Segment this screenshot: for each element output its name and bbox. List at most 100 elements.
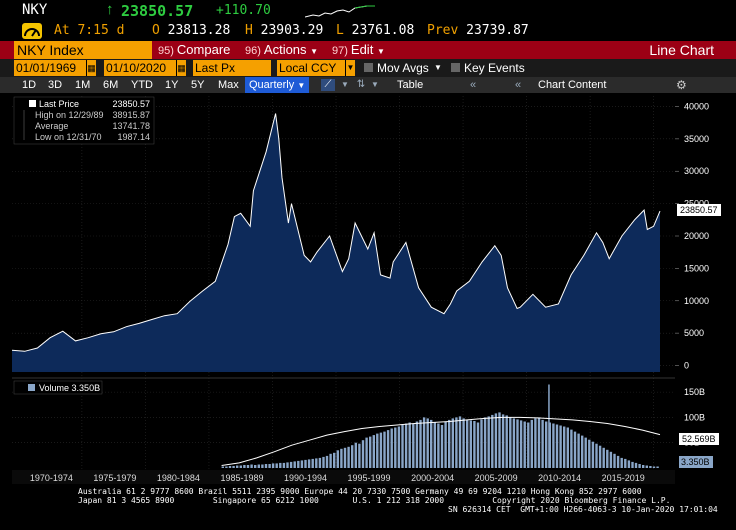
volume-bar [570,429,573,468]
price-tick-label: 30000 [684,166,709,176]
period-1y[interactable]: 1Y [165,79,179,91]
volume-bar [383,431,386,468]
currency-select[interactable]: Local CCY [277,60,345,76]
line-style-icon[interactable]: ⟋ [321,79,335,91]
gauge-icon[interactable] [22,23,42,39]
period-6m[interactable]: 6M [103,79,119,91]
quote-low: L 23761.08 [336,23,415,38]
volume-bar [534,418,537,468]
volume-bar [225,466,228,468]
volume-bar [588,439,591,468]
volume-bar [307,459,311,468]
volume-ma-tag-text: 52.569B [682,434,716,444]
volume-bar [545,421,548,468]
last-price-tag-text: 23850.57 [680,205,718,215]
period-1d[interactable]: 1D [22,79,37,91]
period-max[interactable]: Max [218,79,239,91]
last-price-swatch [29,100,36,107]
volume-bar [638,464,641,468]
actions-button[interactable]: 96) Actions ▼ [245,42,319,57]
price-legend: Last Price 23850.57 High on 12/29/89 389… [13,96,155,145]
gear-icon[interactable]: ⚙ [676,78,687,92]
volume-bar [279,462,282,468]
volume-bar [325,455,329,468]
period-1m[interactable]: 1M [75,79,91,91]
collapse-right-icon[interactable]: « [515,79,522,91]
table-button[interactable]: Table [397,79,424,91]
end-calendar-icon[interactable]: ▦ [176,60,186,76]
volume-bar [239,465,242,468]
volume-bar [289,461,293,468]
volume-bar [397,426,401,468]
compare-button[interactable]: 95) Compare [158,42,231,57]
volume-bar [358,443,361,468]
period-5y[interactable]: 5Y [191,79,205,91]
time-tick-label: 1995-1999 [347,473,390,483]
quote-open: O 23813.28 [152,23,231,38]
volume-bar [394,427,397,468]
legend-last-price-value: 23850.57 [112,99,150,109]
time-tick-label: 1980-1984 [157,473,200,483]
volume-bar [487,416,490,468]
volume-bar [541,419,544,468]
collapse-left-icon[interactable]: « [470,79,477,91]
frequency-select[interactable]: Quarterly ▼ [245,77,310,93]
mov-avgs-checkbox[interactable] [364,63,373,72]
edit-button[interactable]: 97) Edit ▼ [332,42,385,57]
footer-line-1: Australia 61 2 9777 8600 Brazil 5511 239… [78,487,642,496]
volume-bar [376,433,379,468]
volume-bar [408,422,411,468]
period-ytd[interactable]: YTD [131,79,153,91]
volume-bar [351,445,354,468]
volume-bar [555,424,559,468]
footer-line-2: Japan 81 3 4565 8900 Singapore 65 6212 1… [78,496,671,505]
volume-bar [469,420,472,468]
volume-bar [505,415,508,468]
key-events-checkbox[interactable] [451,63,460,72]
volume-bar [577,433,580,468]
volume-bar [228,466,232,468]
line-style-dropdown-icon[interactable]: ▼ [341,80,349,89]
volume-bars [221,384,661,468]
volume-bar [426,418,429,468]
volume-bar [476,422,480,468]
volume-bar [347,446,350,468]
start-calendar-icon[interactable]: ▦ [86,60,96,76]
chart-content-button[interactable]: Chart Content [538,79,607,91]
volume-spike-bar [548,384,550,468]
volume-bar [552,423,555,468]
volume-bar [581,435,584,468]
period-3d[interactable]: 3D [48,79,63,91]
volume-bar [620,457,623,468]
volume-bar [340,448,343,468]
volume-tick-label: 150B [684,387,705,397]
volume-bar [656,466,659,468]
sort-icon[interactable]: ⇅ [356,79,366,90]
volume-bar [444,421,447,468]
volume-bar [354,442,357,468]
ticker-symbol[interactable]: NKY [22,2,48,18]
volume-bar [343,447,347,468]
field-input[interactable]: Last Px [193,60,271,76]
volume-bar [642,465,645,468]
volume-ma-tag [679,433,719,445]
volume-bar [422,417,426,468]
start-date-input[interactable]: 01/01/1969 [14,60,86,76]
sort-dropdown-icon[interactable]: ▼ [371,80,379,89]
frequency-dropdown-icon: ▼ [297,81,306,90]
volume-bar [458,416,462,468]
price-tick-label: 0 [684,361,689,371]
volume-bar [369,436,372,468]
volume-bar [627,460,631,468]
last-price: 23850.57 [121,2,194,20]
security-field[interactable]: NKY Index [14,41,152,59]
price-tick-label: 10000 [684,296,709,306]
end-date-input[interactable]: 01/10/2020 [104,60,176,76]
currency-dropdown-icon[interactable]: ▼ [345,60,355,76]
volume-bar [466,419,469,468]
mov-avgs-dropdown-icon[interactable]: ▼ [434,63,442,72]
volume-bar [379,432,383,468]
volume-bar [336,450,339,468]
volume-bar [419,419,422,468]
volume-bar [300,460,304,468]
